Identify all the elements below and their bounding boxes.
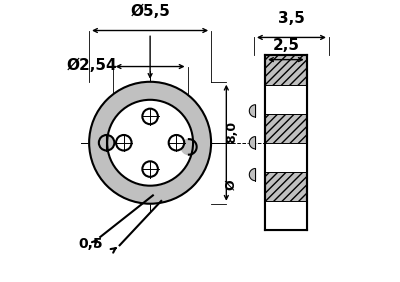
Bar (265, 201, 307, 230)
Text: 8,0: 8,0 (225, 121, 238, 143)
Circle shape (89, 82, 211, 204)
Text: 2,5: 2,5 (272, 38, 300, 53)
Bar (265, 56, 307, 230)
Circle shape (99, 135, 114, 151)
Circle shape (142, 161, 158, 177)
Text: Ø: Ø (225, 179, 238, 190)
Circle shape (142, 109, 158, 124)
Polygon shape (249, 137, 256, 149)
Text: Ø5,5: Ø5,5 (130, 4, 170, 19)
Polygon shape (249, 105, 256, 117)
Bar (265, 143, 307, 172)
Circle shape (169, 135, 184, 151)
Circle shape (116, 135, 132, 151)
Bar (265, 85, 307, 114)
Text: 3,5: 3,5 (278, 11, 305, 26)
Text: Ø2,54: Ø2,54 (67, 58, 118, 73)
Polygon shape (249, 169, 256, 181)
Circle shape (107, 100, 193, 186)
Text: 0,5: 0,5 (78, 237, 103, 251)
Circle shape (181, 139, 197, 155)
